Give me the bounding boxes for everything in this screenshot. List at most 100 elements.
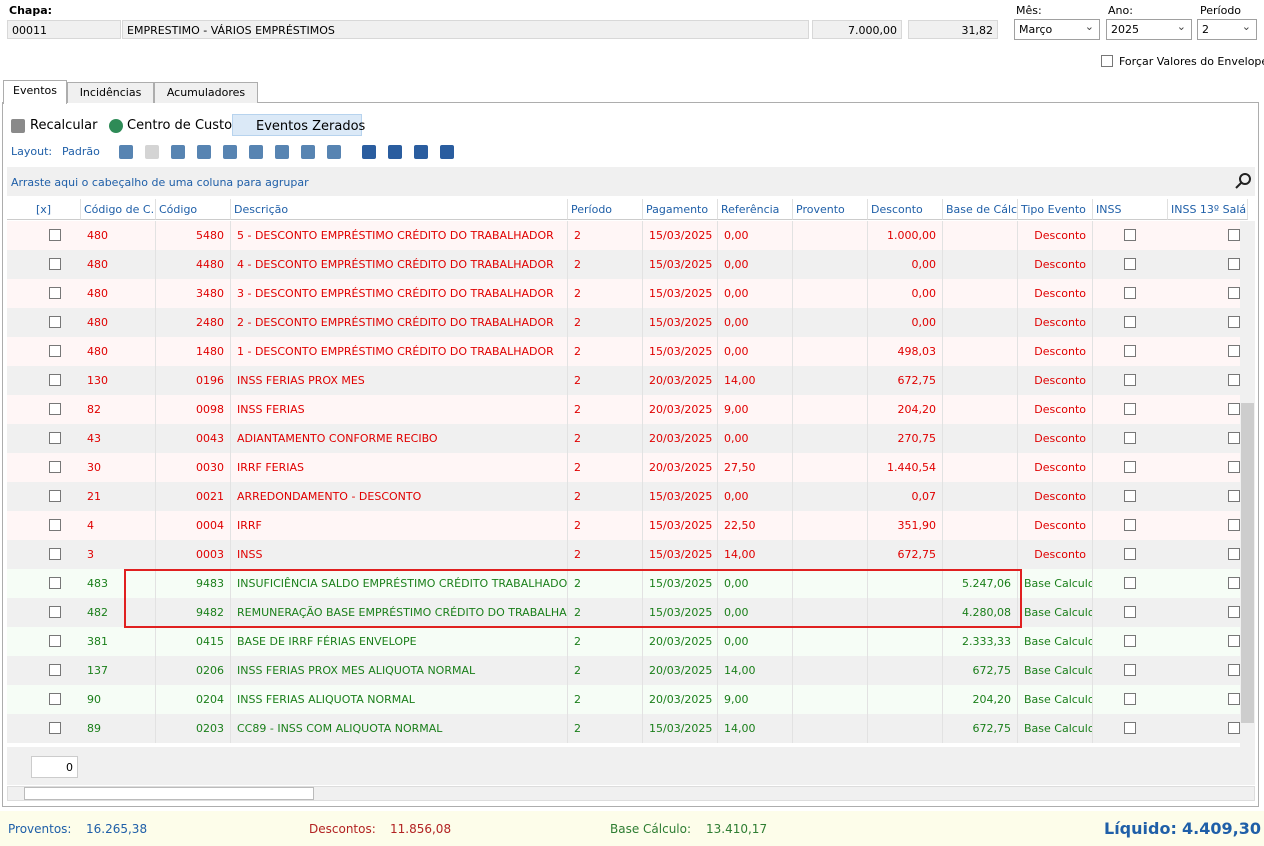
inss13-checkbox[interactable] (1228, 635, 1240, 647)
toolbar-icon[interactable] (327, 145, 341, 159)
toolbar-icon[interactable] (223, 145, 237, 159)
inss13-checkbox[interactable] (1228, 461, 1240, 473)
toolbar-icon[interactable] (362, 145, 376, 159)
toolbar-icon[interactable] (171, 145, 185, 159)
cell (793, 569, 868, 598)
row-checkbox[interactable] (49, 606, 61, 618)
inss-checkbox[interactable] (1124, 722, 1136, 734)
inss-checkbox[interactable] (1124, 693, 1136, 705)
inss-checkbox[interactable] (1124, 287, 1136, 299)
cell: 2.333,33 (943, 627, 1018, 656)
toolbar-icon[interactable] (119, 145, 133, 159)
row-checkbox[interactable] (49, 519, 61, 531)
recalc-button[interactable]: Recalcular (30, 118, 98, 133)
toolbar-icon[interactable] (275, 145, 289, 159)
force-label[interactable]: Forçar Valores do Envelope (1119, 55, 1264, 68)
inss-checkbox[interactable] (1124, 577, 1136, 589)
inss13-checkbox[interactable] (1228, 374, 1240, 386)
row-bg (7, 279, 1248, 308)
tab[interactable]: Eventos (3, 80, 67, 104)
inss13-checkbox[interactable] (1228, 722, 1240, 734)
inss-checkbox[interactable] (1124, 635, 1136, 647)
cost-center-button[interactable]: Centro de Custo (127, 118, 233, 133)
column-header[interactable]: INSS 13º Salário (1168, 199, 1248, 220)
column-header[interactable]: Base de Cálc... (943, 199, 1018, 220)
toolbar-icon[interactable] (388, 145, 402, 159)
inss13-checkbox[interactable] (1228, 577, 1240, 589)
inss13-checkbox[interactable] (1228, 490, 1240, 502)
toolbar-icon[interactable] (440, 145, 454, 159)
column-header[interactable]: Período (568, 199, 643, 220)
inss13-checkbox[interactable] (1228, 403, 1240, 415)
toolbar-icon[interactable] (414, 145, 428, 159)
inss13-checkbox[interactable] (1228, 345, 1240, 357)
inss-checkbox[interactable] (1124, 664, 1136, 676)
search-icon[interactable] (1235, 172, 1251, 190)
zeroed-button[interactable]: Eventos Zerados (256, 119, 366, 134)
inss-checkbox[interactable] (1124, 229, 1136, 241)
column-header[interactable]: Desconto (868, 199, 943, 220)
column-header[interactable]: Código de C... (81, 199, 156, 220)
month-select[interactable]: Março (1014, 17, 1100, 40)
row-checkbox[interactable] (49, 229, 61, 241)
row-checkbox[interactable] (49, 345, 61, 357)
row-checkbox[interactable] (49, 490, 61, 502)
column-header[interactable]: Tipo Evento (1018, 199, 1093, 220)
toolbar-icon[interactable] (249, 145, 263, 159)
inss-checkbox[interactable] (1124, 606, 1136, 618)
inss13-checkbox[interactable] (1228, 316, 1240, 328)
row-checkbox[interactable] (49, 316, 61, 328)
h-scrollbar[interactable] (7, 786, 1255, 801)
inss-checkbox[interactable] (1124, 374, 1136, 386)
column-header[interactable]: Código (156, 199, 231, 220)
column-header[interactable]: Pagamento (643, 199, 718, 220)
row-checkbox[interactable] (49, 548, 61, 560)
inss13-checkbox[interactable] (1228, 519, 1240, 531)
force-checkbox[interactable] (1101, 55, 1113, 67)
row-checkbox[interactable] (49, 664, 61, 676)
inss-checkbox[interactable] (1124, 403, 1136, 415)
row-checkbox[interactable] (49, 722, 61, 734)
tab[interactable]: Incidências (67, 82, 154, 103)
inss-checkbox[interactable] (1124, 432, 1136, 444)
inss-checkbox[interactable] (1124, 258, 1136, 270)
row-checkbox[interactable] (49, 287, 61, 299)
inss13-checkbox[interactable] (1228, 432, 1240, 444)
period-select[interactable]: 2 (1197, 17, 1257, 40)
row-checkbox[interactable] (49, 577, 61, 589)
column-header[interactable]: INSS (1093, 199, 1168, 220)
row-checkbox[interactable] (49, 374, 61, 386)
inss13-checkbox[interactable] (1228, 229, 1240, 241)
inss13-checkbox[interactable] (1228, 664, 1240, 676)
year-select[interactable]: 2025 (1106, 17, 1192, 40)
column-header[interactable]: Referência (718, 199, 793, 220)
h-scroll-thumb[interactable] (24, 787, 314, 800)
v-scroll-thumb[interactable] (1241, 403, 1254, 723)
row-checkbox[interactable] (49, 693, 61, 705)
row-checkbox[interactable] (49, 461, 61, 473)
inss13-checkbox[interactable] (1228, 606, 1240, 618)
toolbar-icon[interactable] (197, 145, 211, 159)
toolbar-icon[interactable] (145, 145, 159, 159)
row-checkbox[interactable] (49, 258, 61, 270)
inss13-checkbox[interactable] (1228, 287, 1240, 299)
inss-checkbox[interactable] (1124, 519, 1136, 531)
tab[interactable]: Acumuladores (154, 82, 258, 103)
inss13-checkbox[interactable] (1228, 258, 1240, 270)
inss13-checkbox[interactable] (1228, 693, 1240, 705)
column-header[interactable]: [x] (7, 199, 81, 220)
inss-checkbox[interactable] (1124, 345, 1136, 357)
row-checkbox[interactable] (49, 432, 61, 444)
column-header[interactable]: Descrição (231, 199, 568, 220)
layout-select[interactable]: Padrão (62, 145, 100, 158)
inss13-checkbox[interactable] (1228, 548, 1240, 560)
inss-checkbox[interactable] (1124, 490, 1136, 502)
row-checkbox[interactable] (49, 403, 61, 415)
row-checkbox[interactable] (49, 635, 61, 647)
inss-checkbox[interactable] (1124, 316, 1136, 328)
column-header[interactable]: Provento (793, 199, 868, 220)
inss-checkbox[interactable] (1124, 548, 1136, 560)
toolbar-icon[interactable] (301, 145, 315, 159)
inss-checkbox[interactable] (1124, 461, 1136, 473)
cell: Base Calculo (1018, 598, 1093, 627)
